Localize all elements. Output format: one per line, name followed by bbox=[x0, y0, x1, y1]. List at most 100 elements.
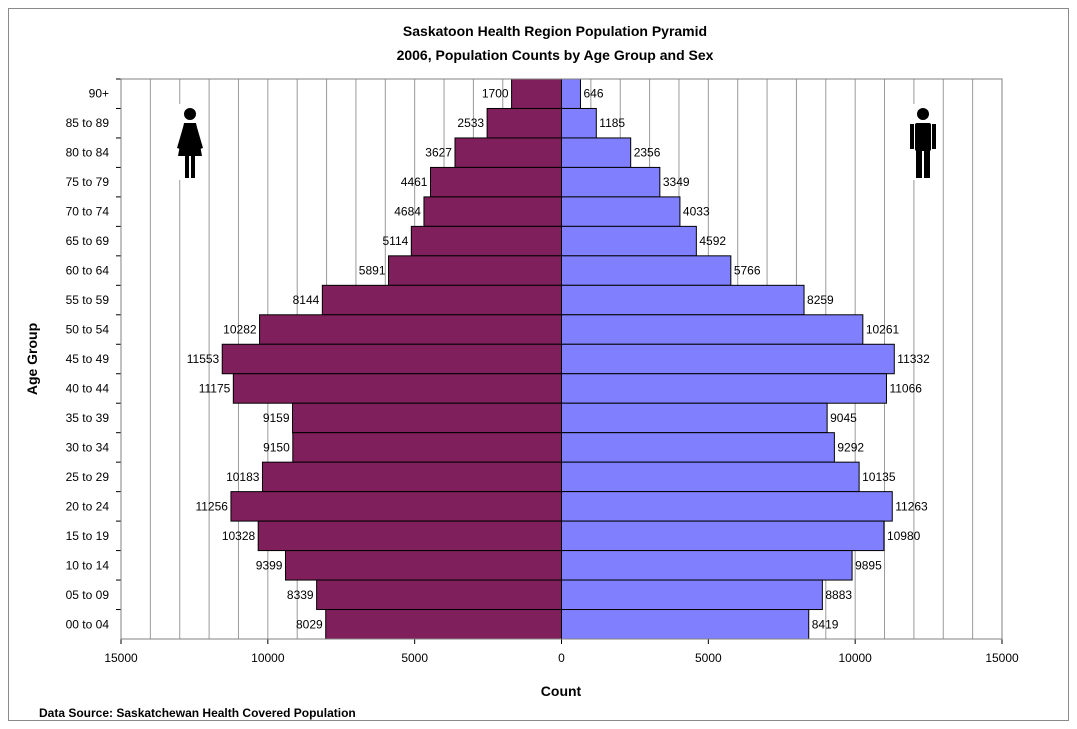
category-label: 60 to 64 bbox=[66, 264, 110, 278]
male-bar-label: 10980 bbox=[887, 529, 921, 543]
male-bar-label: 9292 bbox=[837, 440, 864, 454]
male-bar bbox=[561, 402, 828, 434]
population-pyramid-chart: Saskatoon Health Region Population Pyram… bbox=[24, 23, 1019, 720]
male-bar-label: 2356 bbox=[634, 146, 661, 160]
x-tick-label: 15000 bbox=[985, 651, 1019, 665]
female-bar bbox=[284, 550, 562, 581]
male-bar-label: 9045 bbox=[830, 411, 857, 425]
female-bar-label: 1700 bbox=[482, 87, 509, 101]
male-bar-label: 8419 bbox=[812, 617, 839, 631]
female-bar bbox=[257, 520, 562, 552]
female-bar bbox=[511, 78, 562, 109]
male-bar bbox=[561, 196, 681, 227]
x-tick-label: 15000 bbox=[104, 651, 138, 665]
chart-title: Saskatoon Health Region Population Pyram… bbox=[403, 23, 707, 39]
category-label: 20 to 24 bbox=[66, 499, 110, 513]
male-bar-label: 4592 bbox=[699, 234, 726, 248]
chart-frame: Saskatoon Health Region Population Pyram… bbox=[8, 8, 1069, 721]
category-labels: 90+ 85 to 89 80 to 84 75 to 79 70 to 74 65 to… bbox=[66, 78, 121, 631]
category-label: 15 to 19 bbox=[66, 529, 110, 543]
category-label: 35 to 39 bbox=[66, 411, 110, 425]
x-tick-labels: 15000 10000 5000 0 5000 10000 15000 bbox=[104, 639, 1019, 665]
female-bar bbox=[325, 609, 562, 640]
female-bar-label: 5114 bbox=[383, 234, 409, 248]
category-label: 30 to 34 bbox=[66, 440, 110, 454]
male-bar bbox=[561, 550, 853, 581]
female-bar-label: 9150 bbox=[263, 440, 290, 454]
female-bar bbox=[221, 343, 562, 375]
y-axis-title: Age Group bbox=[24, 323, 40, 395]
male-bar-label: 11066 bbox=[889, 381, 922, 395]
category-label: 90+ bbox=[89, 87, 109, 101]
male-bar-label: 10135 bbox=[862, 470, 896, 484]
male-bar bbox=[561, 343, 895, 375]
female-bar bbox=[292, 402, 562, 434]
male-bar bbox=[561, 579, 823, 611]
male-bar bbox=[561, 166, 661, 198]
category-label: 25 to 29 bbox=[66, 470, 110, 484]
female-bar bbox=[410, 225, 563, 257]
female-bar-label: 10183 bbox=[226, 470, 260, 484]
male-bar bbox=[561, 491, 893, 522]
male-bar bbox=[561, 107, 597, 139]
category-label: 55 to 59 bbox=[66, 293, 110, 307]
x-tick-label: 10000 bbox=[251, 651, 285, 665]
female-bar-label: 11553 bbox=[187, 352, 220, 366]
female-bar-label: 9399 bbox=[256, 558, 283, 572]
x-tick-label: 5000 bbox=[401, 651, 428, 665]
female-bar bbox=[261, 461, 562, 493]
category-label: 10 to 14 bbox=[66, 558, 110, 572]
male-bar-label: 10261 bbox=[866, 323, 900, 337]
category-label: 85 to 89 bbox=[66, 116, 110, 130]
bars: 1700 646 2533 1185 3627 2356 4461 3349 4684 4033 5… bbox=[187, 78, 930, 640]
female-bar bbox=[259, 314, 562, 345]
chart-subtitle: 2006, Population Counts by Age Group and… bbox=[397, 47, 714, 63]
male-bar bbox=[561, 255, 732, 286]
female-bar-label: 4461 bbox=[401, 175, 428, 189]
category-label: 80 to 84 bbox=[66, 146, 110, 160]
female-bar bbox=[388, 255, 563, 286]
x-tick-label: 0 bbox=[558, 651, 565, 665]
male-bar-label: 5766 bbox=[734, 264, 761, 278]
male-bar bbox=[561, 520, 885, 552]
x-tick-label: 5000 bbox=[695, 651, 722, 665]
category-label: 40 to 44 bbox=[66, 381, 110, 395]
male-bar-label: 11263 bbox=[895, 499, 928, 513]
data-source-note: Data Source: Saskatchewan Health Covered… bbox=[39, 706, 356, 720]
male-bar-label: 646 bbox=[583, 87, 603, 101]
female-bar-label: 11175 bbox=[199, 381, 231, 395]
male-bar bbox=[561, 284, 805, 316]
female-bar bbox=[316, 579, 562, 611]
female-bar-label: 5891 bbox=[359, 264, 386, 278]
male-bar bbox=[561, 461, 860, 493]
male-bar bbox=[561, 137, 632, 168]
male-icon bbox=[909, 104, 937, 180]
male-bar-label: 1185 bbox=[599, 116, 625, 130]
male-bar-label: 8883 bbox=[825, 588, 852, 602]
female-bar-label: 11256 bbox=[195, 499, 228, 513]
female-bar bbox=[423, 196, 562, 227]
male-bar bbox=[561, 432, 835, 463]
category-label: 00 to 04 bbox=[66, 617, 110, 631]
female-bar bbox=[230, 491, 563, 522]
female-bar-label: 10282 bbox=[223, 323, 257, 337]
male-bar-label: 8259 bbox=[807, 293, 834, 307]
female-bar-label: 9159 bbox=[263, 411, 290, 425]
male-bar-label: 4033 bbox=[683, 205, 710, 219]
category-label: 65 to 69 bbox=[66, 234, 110, 248]
plot-area-border bbox=[120, 78, 1003, 640]
category-label: 50 to 54 bbox=[66, 323, 110, 337]
category-label: 05 to 09 bbox=[66, 588, 110, 602]
female-bar-label: 8339 bbox=[287, 588, 314, 602]
female-bar bbox=[321, 284, 562, 316]
category-label: 70 to 74 bbox=[66, 205, 110, 219]
male-bar-label: 9895 bbox=[855, 558, 882, 572]
female-bar bbox=[486, 107, 562, 139]
male-bar bbox=[561, 225, 697, 257]
female-bar-label: 2533 bbox=[457, 116, 484, 130]
female-bar bbox=[232, 373, 562, 404]
female-bar bbox=[429, 166, 562, 198]
male-bar bbox=[561, 78, 581, 109]
female-bar bbox=[454, 137, 562, 168]
female-icon bbox=[176, 104, 204, 180]
